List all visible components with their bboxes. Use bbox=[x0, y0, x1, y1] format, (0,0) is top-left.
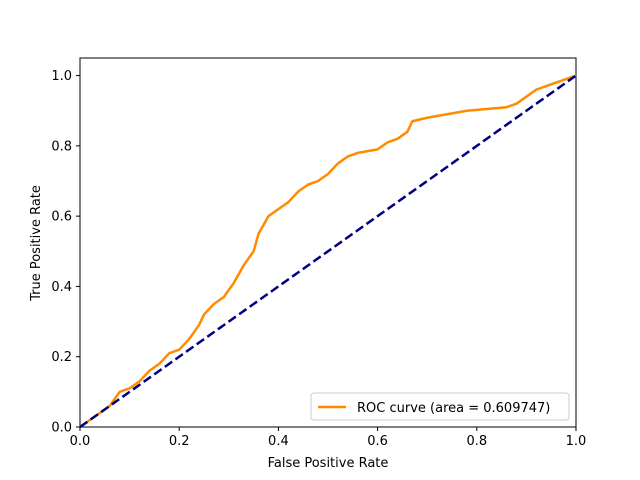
plot-area-frame bbox=[79, 57, 577, 428]
y-tick-label: 0.0 bbox=[51, 421, 72, 436]
x-tick-label: 0.4 bbox=[268, 434, 289, 449]
y-axis-label: True Positive Rate bbox=[29, 185, 44, 302]
chance-diagonal-line bbox=[79, 74, 577, 429]
y-tick-label: 0.4 bbox=[51, 280, 72, 295]
legend-label-roc: ROC curve (area = 0.609747) bbox=[357, 401, 550, 416]
x-tick-label: 0.2 bbox=[169, 434, 190, 449]
x-axis-ticks: 0.0 0.2 0.4 0.6 0.8 1.0 bbox=[70, 427, 587, 449]
series-layer bbox=[79, 74, 577, 429]
x-axis-label: False Positive Rate bbox=[268, 456, 389, 471]
x-tick-label: 0.6 bbox=[367, 434, 388, 449]
y-tick-label: 0.6 bbox=[51, 210, 72, 225]
y-tick-label: 0.8 bbox=[51, 139, 72, 154]
roc-curve-line bbox=[79, 74, 577, 429]
y-axis-ticks: 0.0 0.2 0.4 0.6 0.8 1.0 bbox=[51, 69, 80, 436]
x-tick-label: 1.0 bbox=[566, 434, 587, 449]
x-tick-label: 0.0 bbox=[70, 434, 91, 449]
y-tick-label: 1.0 bbox=[51, 69, 72, 84]
legend-box bbox=[310, 392, 570, 421]
y-tick-label: 0.2 bbox=[51, 350, 72, 365]
x-tick-label: 0.8 bbox=[466, 434, 487, 449]
legend: ROC curve (area = 0.609747) bbox=[310, 392, 570, 421]
